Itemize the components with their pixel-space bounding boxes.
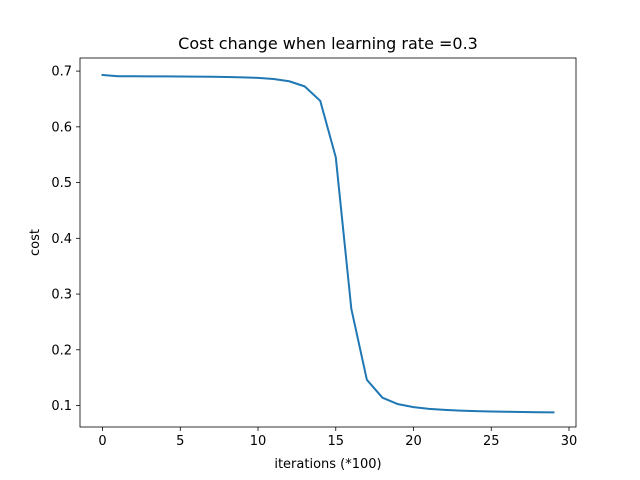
x-tick-label: 5 bbox=[176, 434, 184, 449]
y-tick-label: 0.3 bbox=[51, 288, 72, 303]
x-tick-label: 20 bbox=[405, 434, 422, 449]
y-tick-label: 0.2 bbox=[51, 343, 72, 358]
x-axis-label: iterations (*100) bbox=[274, 457, 381, 472]
y-tick-label: 0.6 bbox=[51, 120, 72, 135]
plot-frame bbox=[79, 57, 577, 428]
x-tick-label: 30 bbox=[561, 434, 578, 449]
chart-title: Cost change when learning rate =0.3 bbox=[178, 34, 478, 53]
plot-content bbox=[101, 73, 555, 414]
y-tick-label: 0.4 bbox=[51, 232, 72, 247]
x-tick-label: 0 bbox=[98, 434, 106, 449]
plot-area bbox=[80, 58, 576, 427]
y-axis-label: cost bbox=[28, 229, 43, 256]
x-tick-label: 10 bbox=[250, 434, 267, 449]
y-tick-label: 0.1 bbox=[51, 399, 72, 414]
y-tick-label: 0.7 bbox=[51, 65, 72, 80]
x-tick-label: 25 bbox=[483, 434, 500, 449]
x-axis-ticks: 0 5 10 15 20 25 30 bbox=[98, 427, 577, 449]
y-axis-ticks: 0.1 0.2 0.3 0.4 0.5 0.6 0.7 bbox=[51, 65, 80, 414]
y-tick-label: 0.5 bbox=[51, 176, 72, 191]
series-line bbox=[101, 73, 555, 414]
x-tick-label: 15 bbox=[328, 434, 345, 449]
